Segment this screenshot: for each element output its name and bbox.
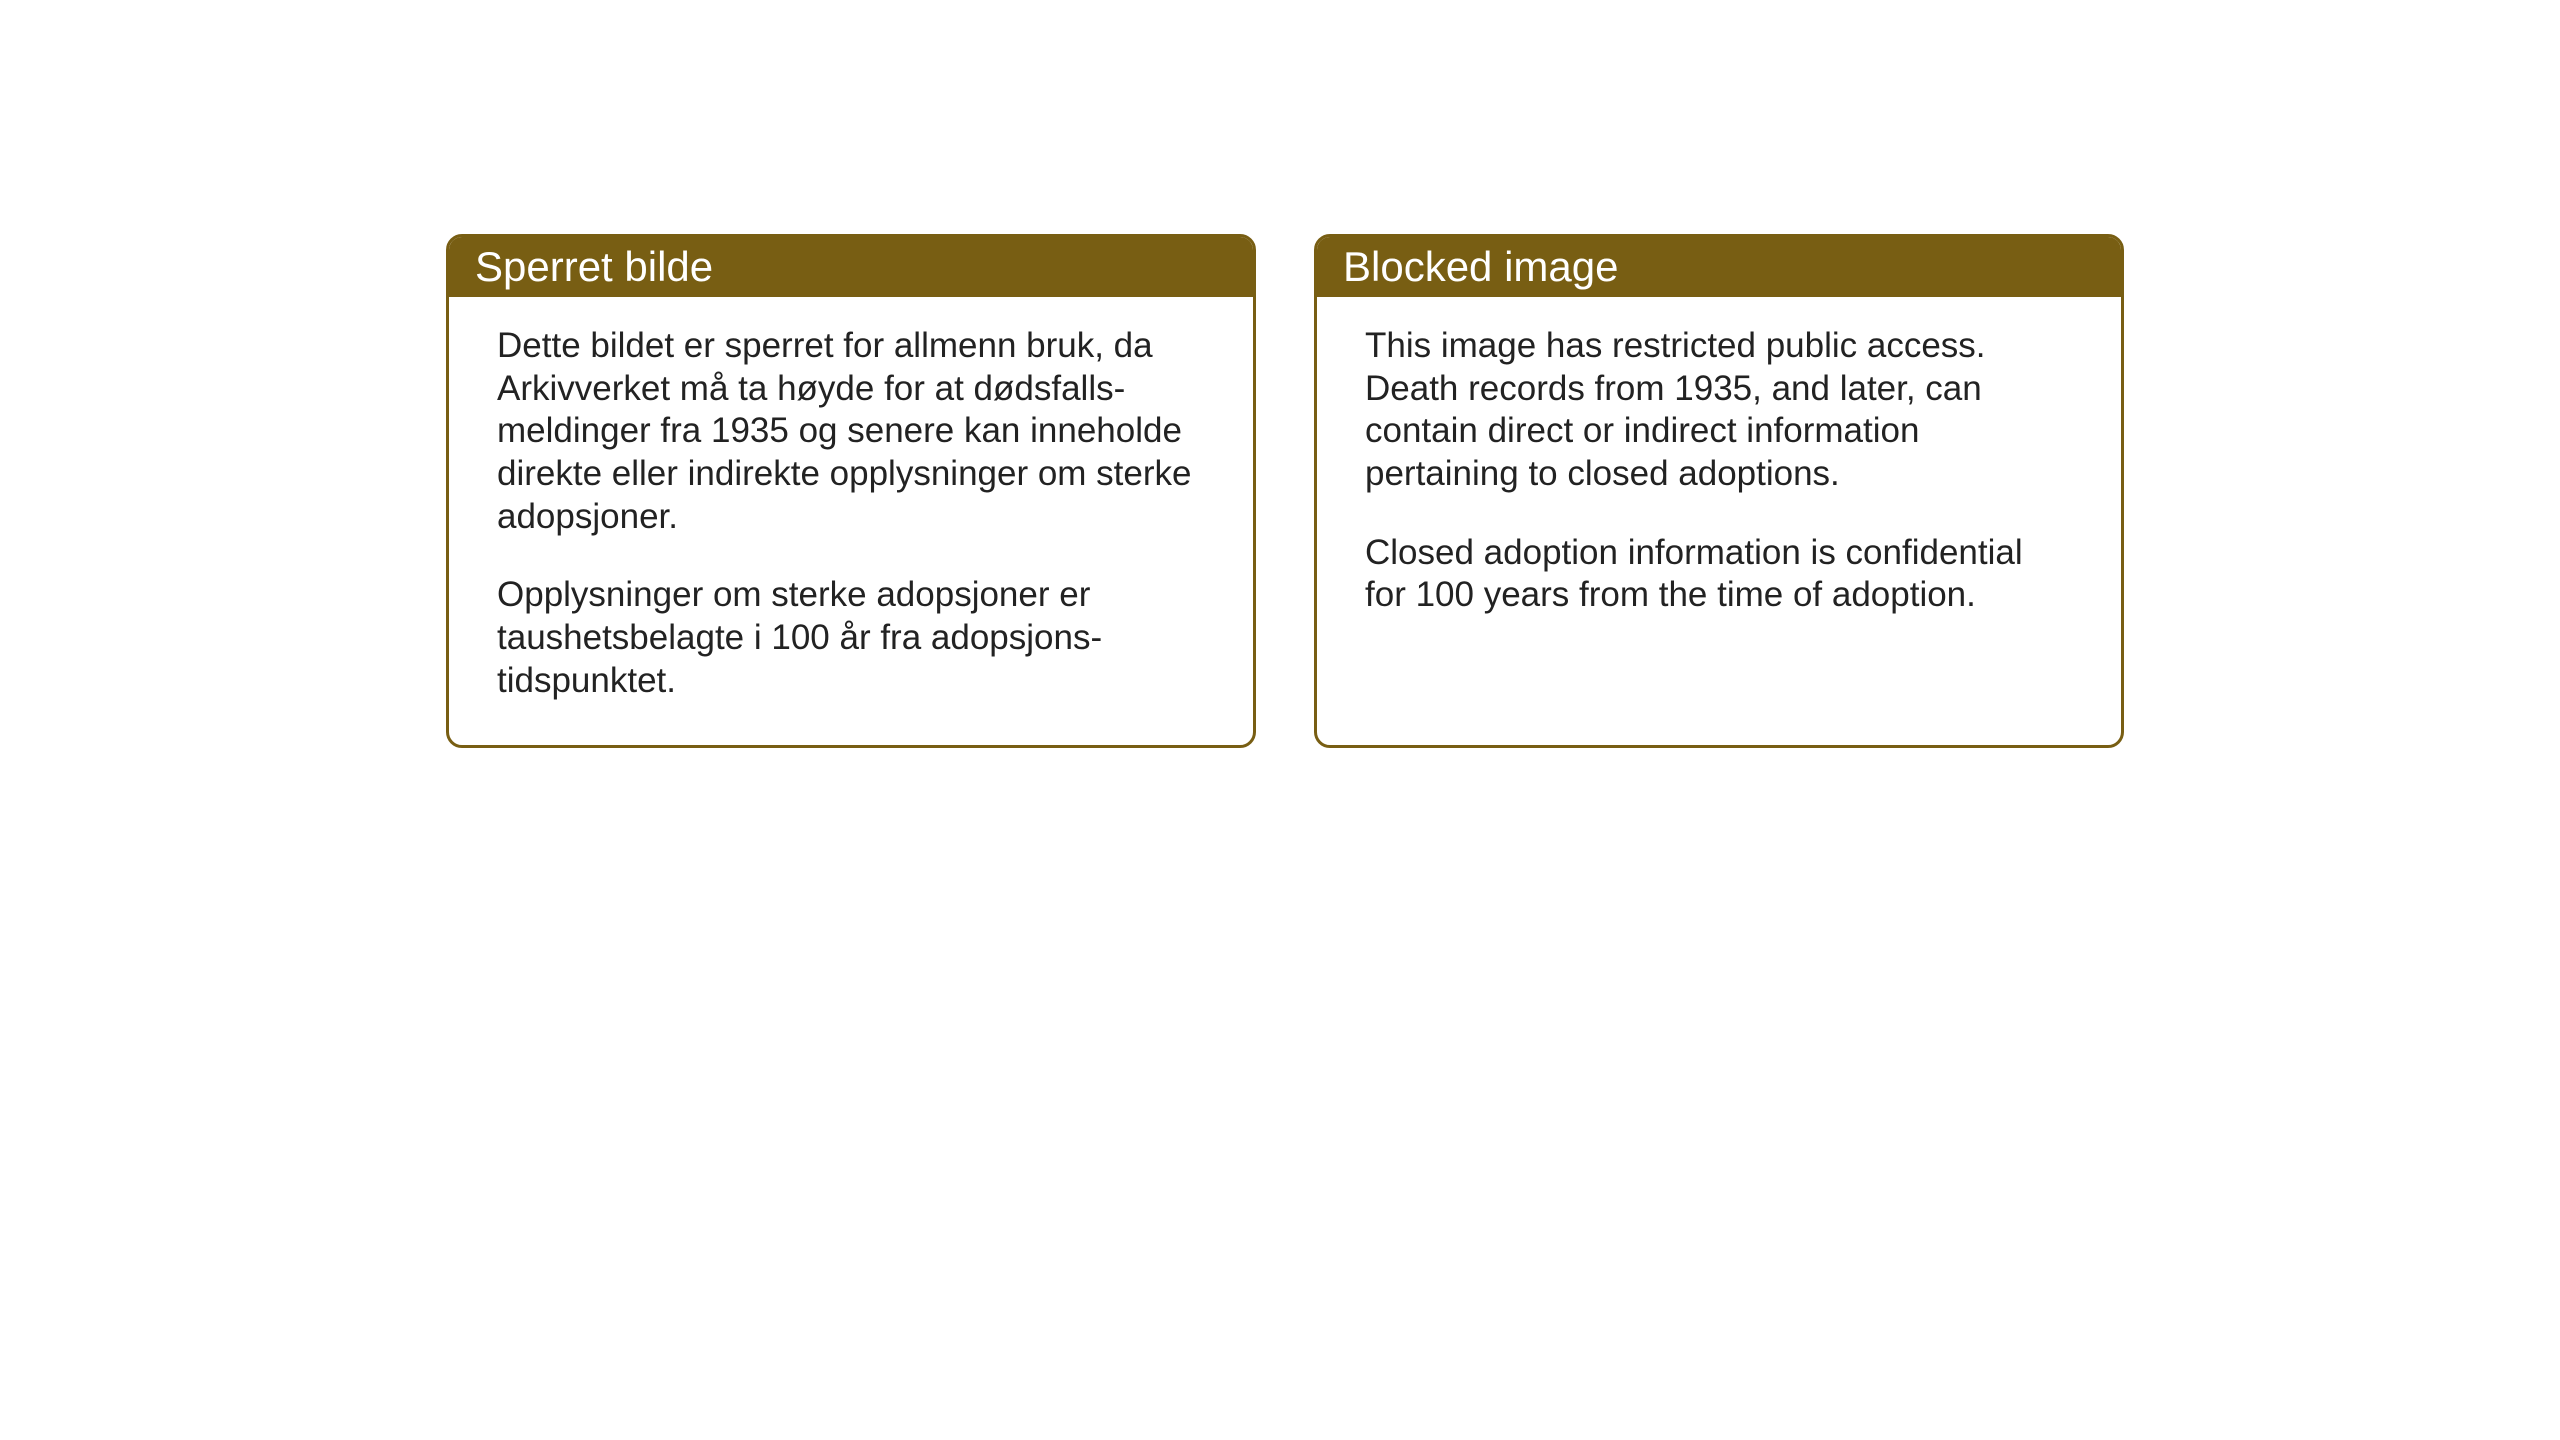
- notice-body-norwegian: Dette bildet er sperret for allmenn bruk…: [449, 297, 1253, 745]
- notice-paragraph: This image has restricted public access.…: [1365, 325, 2073, 496]
- notice-paragraph: Closed adoption information is confident…: [1365, 532, 2073, 617]
- notice-title-english: Blocked image: [1317, 237, 2121, 297]
- notice-title-norwegian: Sperret bilde: [449, 237, 1253, 297]
- notice-paragraph: Opplysninger om sterke adopsjoner er tau…: [497, 574, 1205, 702]
- notice-container: Sperret bilde Dette bildet er sperret fo…: [446, 234, 2124, 748]
- notice-body-english: This image has restricted public access.…: [1317, 297, 2121, 659]
- notice-card-english: Blocked image This image has restricted …: [1314, 234, 2124, 748]
- notice-card-norwegian: Sperret bilde Dette bildet er sperret fo…: [446, 234, 1256, 748]
- notice-paragraph: Dette bildet er sperret for allmenn bruk…: [497, 325, 1205, 538]
